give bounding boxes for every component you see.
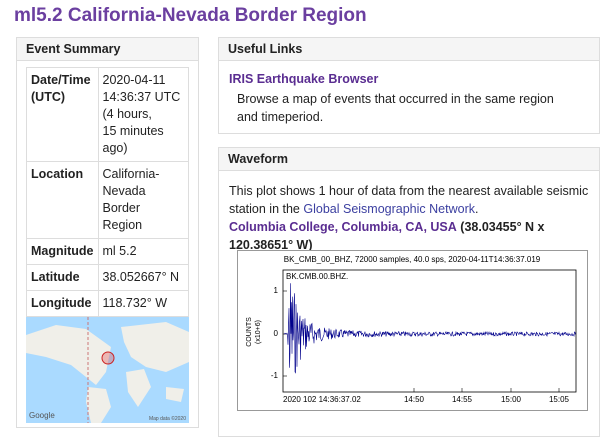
row-value: California- Nevada Border Region	[97, 161, 189, 239]
station-link[interactable]: Columbia College, Columbia, CA, USA	[229, 220, 457, 234]
row-label: Location	[26, 161, 99, 239]
cell-line: California-	[102, 167, 160, 181]
row-label: Date/Time (UTC)	[26, 67, 99, 162]
waveform-trace	[283, 283, 576, 374]
cell-line: (4 hours,	[102, 107, 152, 121]
x-tick-label: 15:00	[501, 395, 522, 404]
x-tick-label: 14:55	[452, 395, 473, 404]
waveform-intro: This plot shows 1 hour of data from the …	[229, 182, 594, 254]
map-logo: Google	[29, 411, 55, 420]
cell-line: Latitude	[31, 270, 80, 284]
x-tick-label: 15:05	[549, 395, 570, 404]
row-value: ml 5.2	[97, 238, 189, 265]
page-title: ml5.2 California-Nevada Border Region	[14, 5, 367, 26]
map-attribution: Map data ©2020	[149, 415, 186, 422]
cell-line: Longitude	[31, 296, 92, 310]
y-tick-label: 1	[274, 286, 279, 295]
browser-link[interactable]: IRIS Earthquake Browser	[229, 72, 379, 86]
station-coords: (38.03455° N x 120.38651° W)	[229, 220, 545, 252]
cell-line: Magnitude	[31, 244, 94, 258]
plot-title: BK_CMB_00_BHZ, 72000 samples, 40.0 sps, …	[284, 255, 541, 264]
channel-label: BK.CMB.00.BHZ.	[286, 272, 348, 281]
cell-line: 14:36:37 UTC	[102, 90, 181, 104]
cell-line: 15 minutes ago)	[102, 124, 164, 155]
cell-line: Nevada Border	[102, 184, 146, 215]
waveform-plot: BK_CMB_00_BHZ, 72000 samples, 40.0 sps, …	[237, 250, 588, 411]
period: .	[474, 202, 479, 216]
row-label: Magnitude	[26, 238, 99, 265]
cell-line: 38.052667° N	[102, 270, 180, 284]
panel-heading: Event Summary	[17, 38, 198, 61]
y-axis-label: COUNTS	[246, 317, 253, 347]
row-value: 118.732° W	[97, 290, 189, 317]
panel-heading: Useful Links	[219, 38, 599, 61]
y-axis-label: (x10+6)	[255, 320, 262, 344]
y-tick-label: -1	[271, 371, 279, 380]
summary-row: Latitude 38.052667° N	[26, 264, 189, 291]
cell-line: 2020-04-11	[102, 73, 166, 87]
x-tick-label: 2020 102 14:36:37.02	[283, 395, 361, 404]
y-tick-label: 0	[274, 329, 279, 338]
intro-text: This plot shows 1 hour of data from the …	[229, 184, 589, 216]
x-tick-label: 14:50	[404, 395, 425, 404]
map[interactable]: Google Map data ©2020	[26, 317, 189, 423]
summary-row: Location California- Nevada Border Region	[26, 161, 189, 239]
network-link[interactable]: Global Seismographic Network	[303, 202, 475, 216]
event-summary-panel: Event Summary Date/Time (UTC) 2020-04-11 14…	[16, 37, 199, 428]
row-value: 2020-04-11 14:36:37 UTC (4 hours, 15 minute…	[97, 67, 189, 162]
cell-line: Region	[102, 218, 143, 232]
cell-line: ml 5.2	[102, 244, 137, 258]
link-description: Browse a map of events that occurred in …	[237, 92, 554, 124]
cell-line: 118.732° W	[102, 296, 168, 310]
cell-line: Location	[31, 167, 84, 181]
summary-row: Date/Time (UTC) 2020-04-11 14:36:37 UTC (4 h…	[26, 67, 189, 162]
summary-table: Date/Time (UTC) 2020-04-11 14:36:37 UTC (4 h…	[26, 67, 189, 343]
useful-links-panel: Useful Links IRIS Earthquake Browser Bro…	[218, 37, 600, 134]
summary-row: Magnitude ml 5.2	[26, 238, 189, 265]
panel-heading: Waveform	[219, 148, 599, 171]
summary-row: Longitude 118.732° W	[26, 290, 189, 317]
row-value: 38.052667° N	[97, 264, 189, 291]
cell-line: (UTC)	[31, 90, 66, 104]
row-label: Latitude	[26, 264, 99, 291]
page: ml5.2 California-Nevada Border Region Ev…	[14, 5, 600, 437]
row-label: Longitude	[26, 290, 99, 317]
cell-line: Date/Time	[31, 73, 91, 87]
